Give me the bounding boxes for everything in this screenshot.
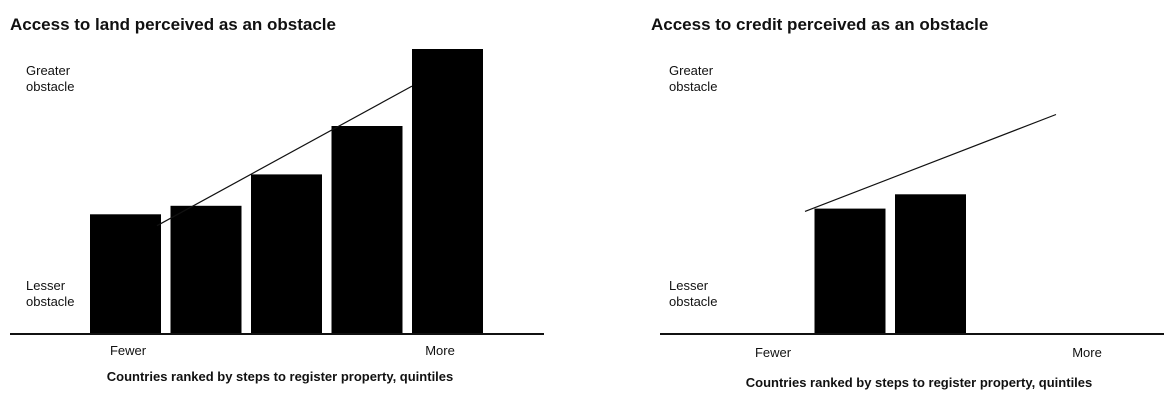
y-label-lesser-line1: Lesser	[669, 278, 709, 293]
bar-q5	[412, 49, 483, 334]
y-label-greater-line1: Greater	[669, 63, 714, 78]
x-label-more: More	[1072, 345, 1102, 360]
y-label-greater-line2: obstacle	[26, 79, 74, 94]
x-axis-label: Countries ranked by steps to register pr…	[746, 375, 1093, 390]
bars	[814, 194, 966, 334]
chart-title: Access to land perceived as an obstacle	[10, 15, 336, 34]
trend-line	[804, 113, 1057, 212]
bars	[90, 49, 483, 335]
y-label-lesser-line2: obstacle	[26, 294, 74, 309]
x-axis-label: Countries ranked by steps to register pr…	[107, 369, 454, 384]
bar-q1	[90, 214, 161, 334]
y-label-greater-line1: Greater	[26, 63, 71, 78]
trend-line	[156, 85, 413, 227]
bar-q3	[895, 194, 966, 334]
x-label-fewer: Fewer	[110, 343, 147, 358]
chart-credit: Access to credit perceived as an obstacl…	[651, 15, 1164, 390]
chart-title: Access to credit perceived as an obstacl…	[651, 15, 988, 34]
bar-q2	[170, 205, 242, 335]
chart-land: Access to land perceived as an obstacle …	[10, 15, 544, 384]
bar-q3	[251, 174, 322, 334]
y-label-greater-line2: obstacle	[669, 79, 717, 94]
bar-q4	[331, 126, 403, 334]
x-label-fewer: Fewer	[755, 345, 792, 360]
y-label-lesser-line1: Lesser	[26, 278, 66, 293]
y-label-lesser-line2: obstacle	[669, 294, 717, 309]
bar-q2	[814, 208, 886, 334]
x-label-more: More	[425, 343, 455, 358]
